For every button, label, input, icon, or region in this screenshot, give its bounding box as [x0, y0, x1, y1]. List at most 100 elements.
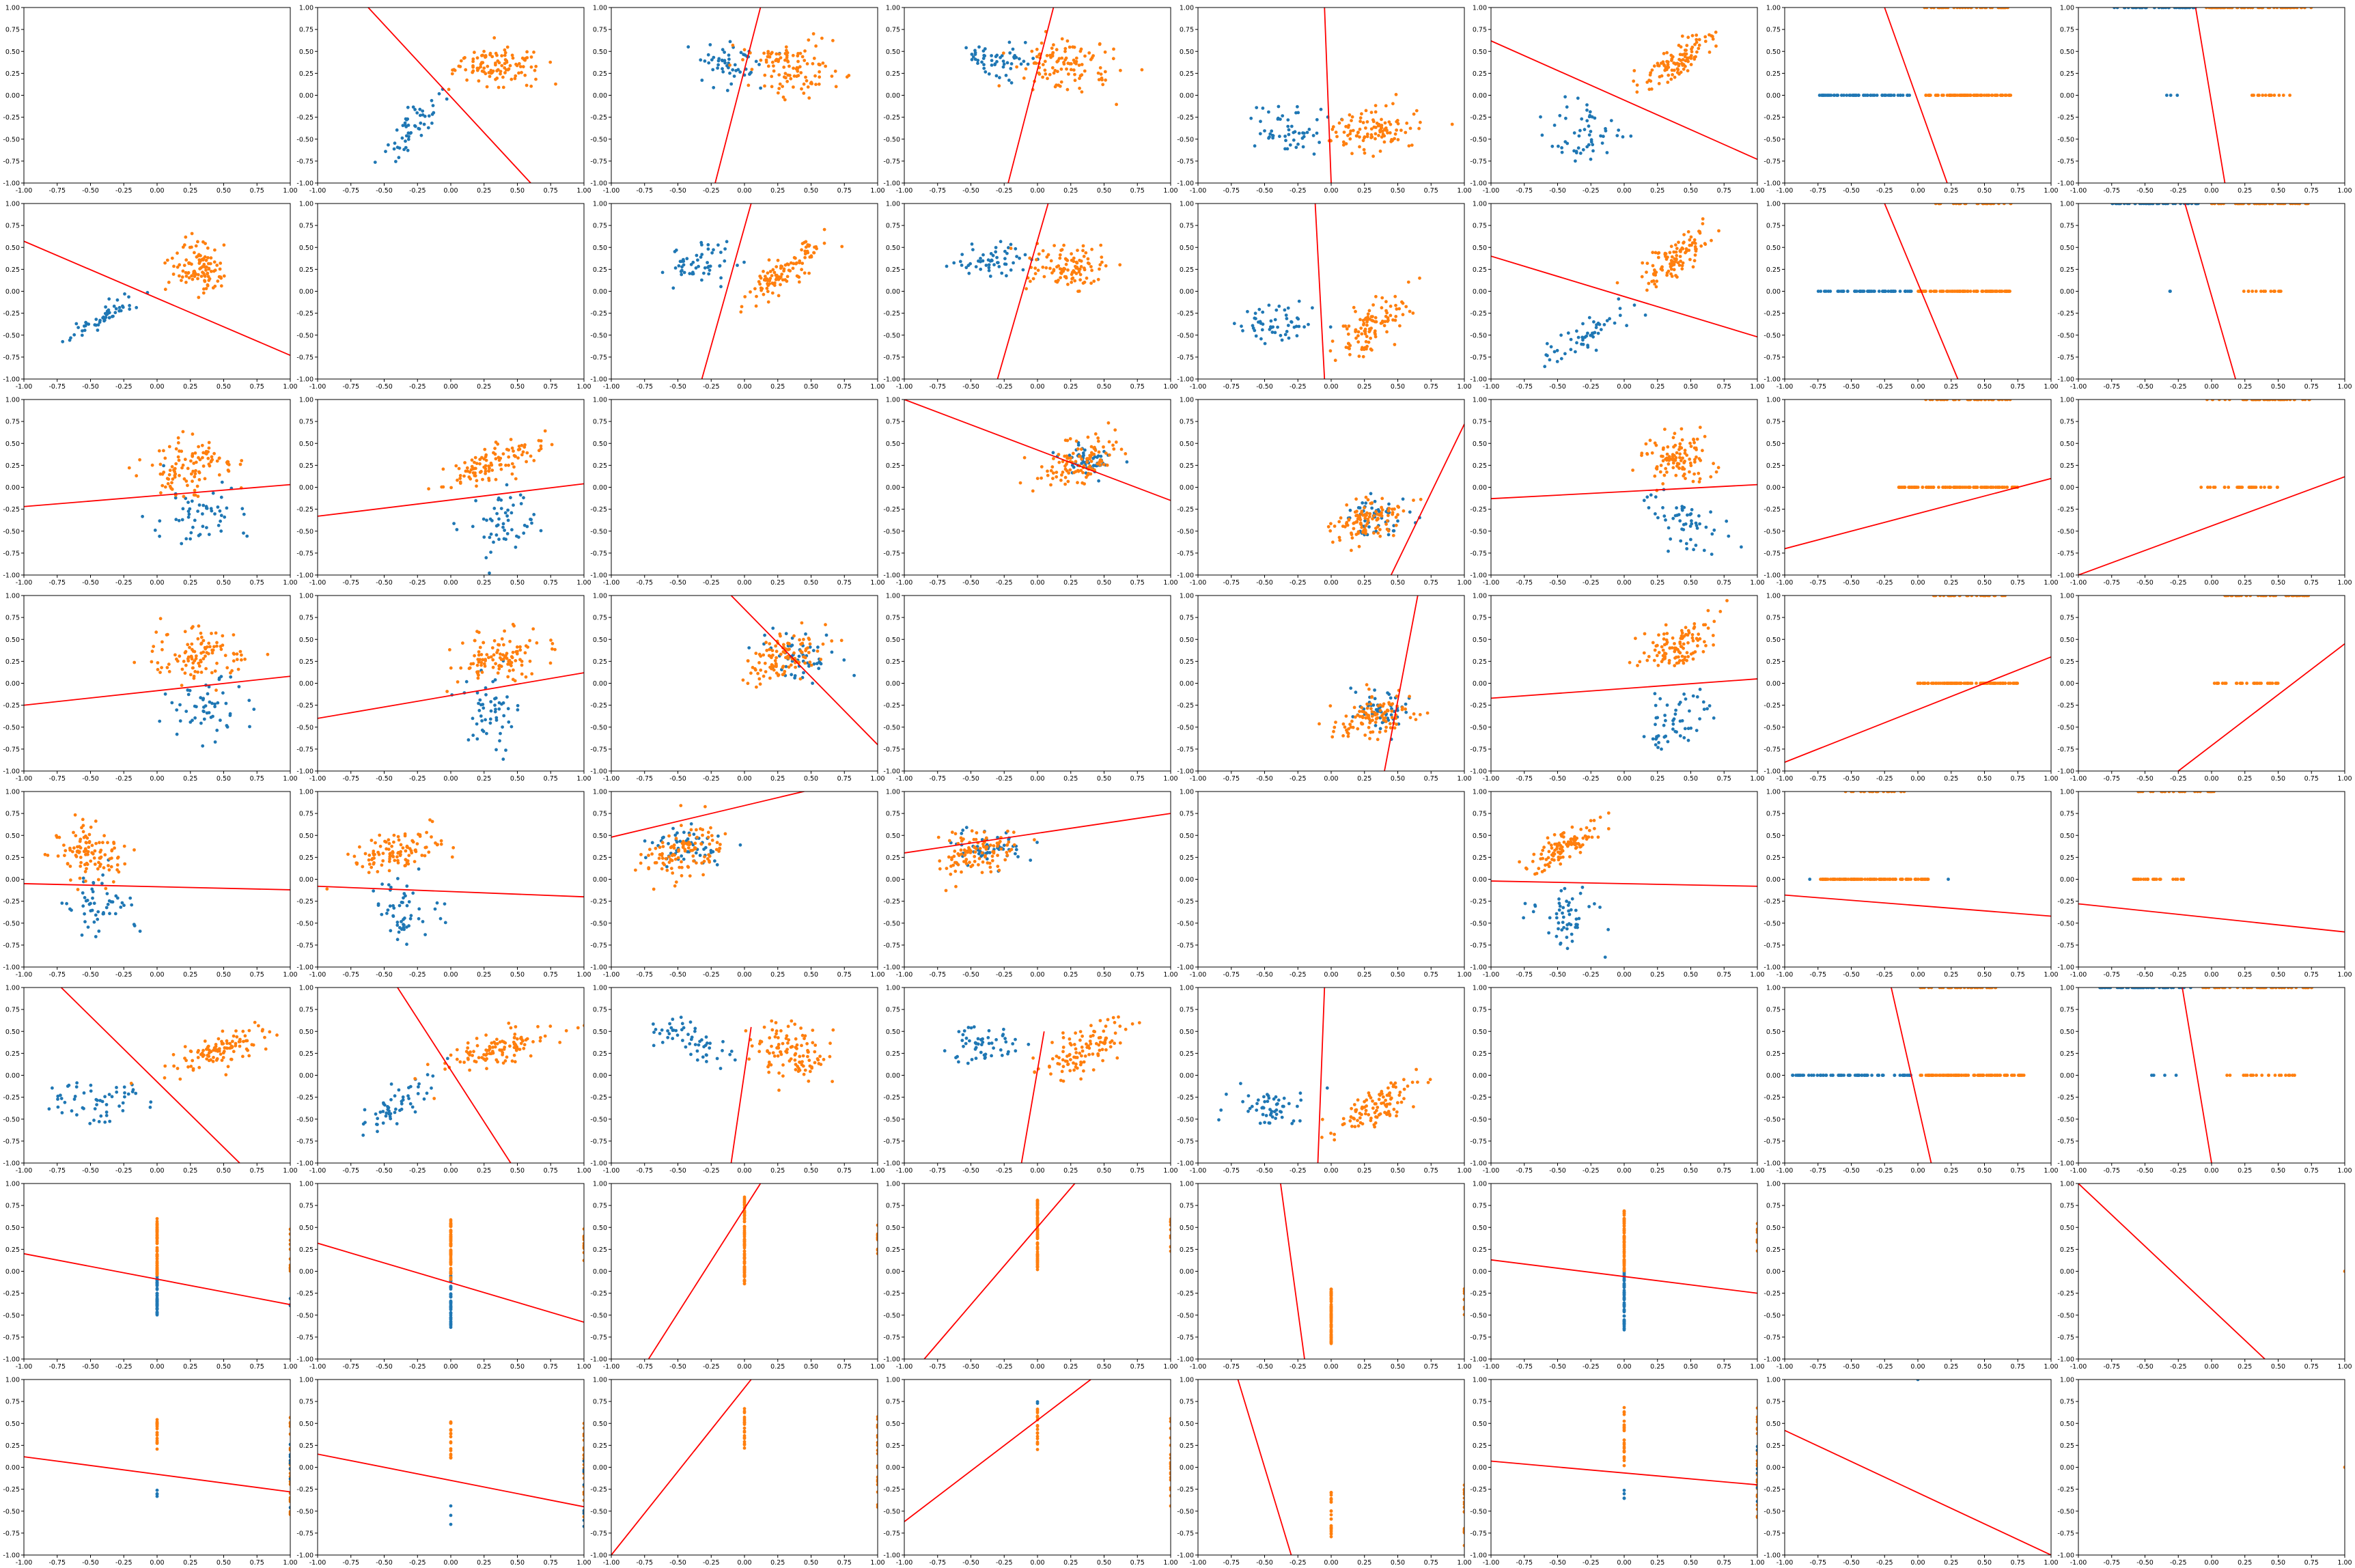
data-point-class-1	[1360, 332, 1364, 336]
data-point-class-1	[1966, 8, 1970, 10]
data-point-class-1	[1994, 486, 1998, 489]
data-point-class-1	[181, 463, 185, 467]
y-tick-label: 0.50	[1180, 48, 1194, 56]
data-point-class-1	[803, 59, 807, 62]
data-point-class-1	[1693, 253, 1697, 257]
decision-boundary-line	[1314, 204, 1326, 379]
data-point-class-1	[186, 484, 189, 488]
data-point-class-1	[1703, 434, 1707, 438]
y-tick-label: 0.25	[2060, 462, 2074, 470]
data-point-class-0	[217, 676, 221, 680]
data-point-class-0	[981, 49, 986, 53]
data-point-class-1	[1653, 282, 1657, 286]
data-point-class-1	[497, 643, 500, 647]
data-point-class-0	[712, 85, 716, 89]
data-point-class-0	[729, 82, 734, 86]
data-point-class-0	[393, 141, 397, 145]
data-point-class-1	[193, 475, 197, 479]
data-point-class-1	[1079, 468, 1083, 473]
data-point-class-1	[792, 634, 796, 638]
data-point-class-1	[1069, 68, 1073, 72]
data-point-class-0	[181, 507, 185, 511]
data-point-class-1	[1072, 471, 1076, 475]
data-point-class-0	[1563, 352, 1567, 356]
y-tick-label: -1.00	[2057, 376, 2074, 384]
data-point-class-1	[774, 278, 778, 281]
data-point-class-1	[1077, 270, 1081, 274]
data-point-class-0	[1358, 506, 1362, 510]
y-tick-label: 0.50	[299, 636, 313, 644]
y-tick-label: 0.50	[299, 440, 313, 448]
data-point-class-1	[487, 479, 491, 482]
data-point-class-1	[1674, 473, 1678, 477]
data-point-class-0	[205, 526, 208, 529]
data-point-class-1	[1124, 452, 1128, 456]
data-point-class-1	[1667, 462, 1671, 466]
data-point-class-1	[2282, 400, 2285, 402]
data-point-class-1	[1984, 94, 1988, 97]
data-point-class-0	[984, 264, 988, 267]
data-point-class-1	[800, 621, 804, 625]
data-point-class-0	[406, 131, 410, 135]
data-point-class-0	[1268, 132, 1272, 136]
data-point-class-0	[1565, 141, 1570, 145]
x-tick-label: -1.00	[896, 579, 913, 587]
x-tick-label: -0.50	[82, 383, 99, 391]
data-point-class-1	[171, 272, 176, 276]
data-point-class-0	[532, 513, 536, 516]
data-point-class-0	[1548, 358, 1552, 362]
data-point-class-1	[785, 51, 790, 55]
x-tick-label: 0.50	[217, 383, 231, 391]
data-point-class-1	[1670, 59, 1673, 62]
y-tick-label: 1.00	[2060, 397, 2074, 404]
data-point-class-1	[1385, 128, 1389, 132]
data-point-class-1	[1364, 126, 1367, 130]
data-point-class-1	[176, 455, 180, 459]
data-point-class-0	[216, 505, 220, 509]
data-point-class-1	[2275, 8, 2279, 10]
data-point-class-1	[200, 443, 204, 447]
data-point-class-1	[1397, 505, 1401, 509]
data-point-class-0	[1621, 135, 1625, 139]
data-point-class-1	[499, 467, 503, 471]
data-point-class-0	[512, 503, 515, 507]
x-tick-label: 0.50	[217, 579, 231, 587]
data-point-class-0	[981, 57, 986, 60]
data-point-class-0	[1009, 62, 1014, 66]
data-point-class-1	[2276, 204, 2280, 206]
data-point-class-1	[204, 449, 208, 453]
data-point-class-1	[1938, 204, 1942, 206]
data-point-class-0	[1009, 268, 1013, 272]
data-point-class-0	[1319, 107, 1323, 111]
data-point-class-1	[473, 654, 476, 658]
data-point-class-1	[1914, 486, 1919, 489]
data-point-class-1	[2302, 8, 2307, 10]
subplot-r3-c0: -1.00 -0.75 -0.50 -0.25 0.00 0.25 0.50 0.75 1.00…	[3, 593, 297, 783]
data-point-class-1	[1651, 264, 1655, 268]
data-point-class-1	[156, 668, 160, 671]
data-point-class-0	[1311, 134, 1315, 137]
data-point-class-0	[522, 496, 525, 500]
data-point-class-0	[407, 135, 410, 139]
data-point-class-1	[1115, 102, 1118, 107]
data-point-class-1	[807, 271, 811, 275]
x-tick-label: 0.50	[1684, 579, 1698, 587]
y-tick-label: -0.75	[590, 158, 607, 165]
data-point-class-0	[2151, 204, 2155, 206]
data-point-class-1	[1678, 452, 1682, 456]
data-point-class-0	[430, 122, 434, 125]
y-tick-label: -0.75	[1764, 354, 1781, 361]
y-tick-label: 1.00	[2060, 201, 2074, 208]
data-point-class-0	[1267, 303, 1271, 307]
axes-background	[904, 400, 1171, 575]
data-point-class-1	[1408, 126, 1412, 130]
y-tick-label: -0.25	[1177, 310, 1194, 318]
y-tick-label: -1.00	[1470, 572, 1487, 580]
data-point-class-0	[1279, 333, 1283, 337]
data-point-class-0	[708, 264, 712, 268]
x-tick-label: -1.00	[1190, 383, 1207, 391]
x-tick-label: 1.00	[2044, 579, 2058, 587]
data-point-class-1	[2217, 204, 2221, 206]
data-point-class-0	[721, 48, 725, 52]
data-point-class-0	[225, 724, 229, 727]
